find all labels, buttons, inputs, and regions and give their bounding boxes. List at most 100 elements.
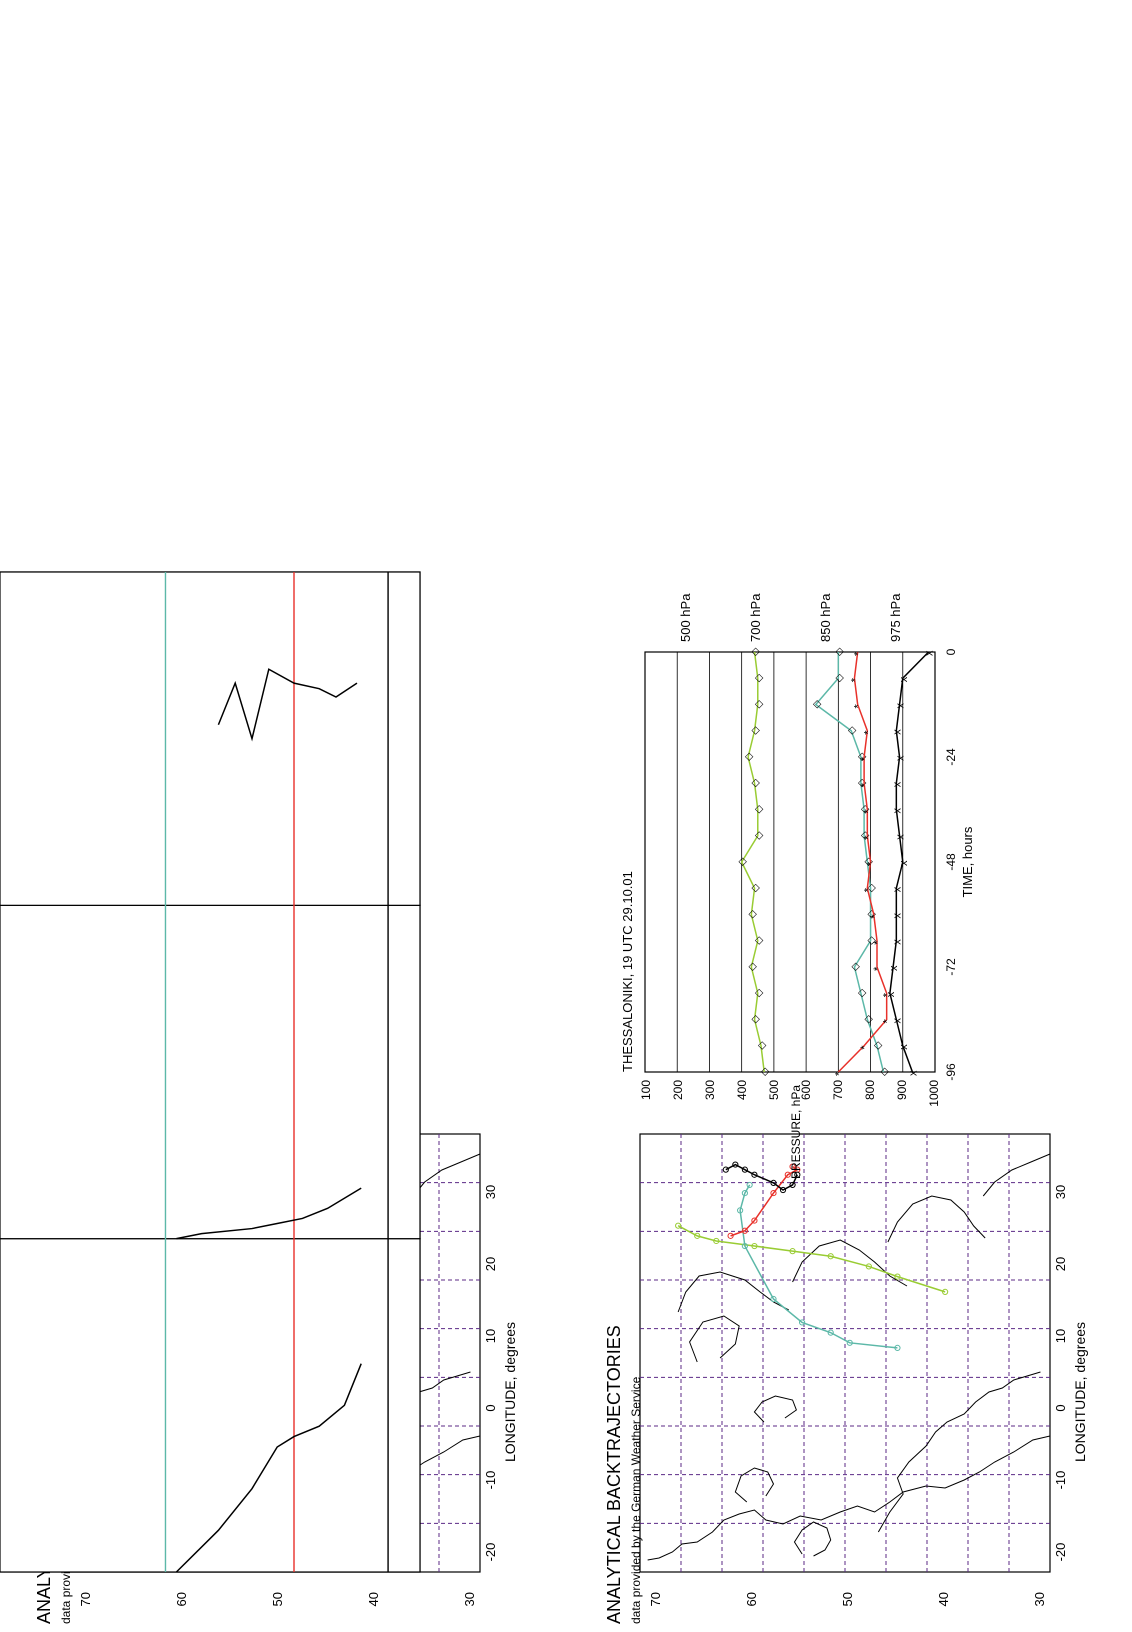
pressure-marker: ◇	[878, 1067, 890, 1076]
pressure-marker: *	[833, 1071, 845, 1076]
trajectory-marker	[694, 1232, 701, 1239]
pressure-xtick: -48	[944, 853, 958, 871]
trajectory-marker	[741, 1166, 748, 1173]
pressure-marker: x	[891, 808, 903, 814]
trajectory-marker	[713, 1237, 720, 1245]
trajectory-marker	[751, 1242, 758, 1250]
pressure-title: THESSALONIKI, 19 UTC 29.10.01	[620, 871, 635, 1072]
trajectory-marker	[770, 1189, 777, 1197]
pressure-marker: *	[862, 835, 874, 840]
map-xtick: -10	[483, 1471, 498, 1490]
pressure-ytick: 300	[703, 1080, 717, 1100]
map-xtick: -20	[483, 1543, 498, 1562]
pressure-ylabel: PRESSURE, hPa	[789, 1085, 803, 1179]
pressure-marker: *	[882, 992, 894, 997]
trajectory-marker	[741, 1227, 748, 1234]
lidar-panel-2	[0, 571, 421, 1573]
pressure-marker: ◇	[743, 752, 755, 761]
trajectory-marker	[827, 1329, 834, 1336]
trajectory-marker	[894, 1273, 901, 1280]
pressure-level-label: 700 hPa	[748, 593, 763, 642]
map-coastline	[793, 1521, 832, 1557]
pressure-series-700-hpa	[814, 652, 885, 1073]
map-ytick: 60	[174, 1592, 189, 1606]
trajectory-marker	[770, 1295, 777, 1303]
map-xtick: 10	[483, 1329, 498, 1343]
trajectory-975-hpa	[725, 1163, 799, 1191]
map-coastline	[753, 1395, 797, 1423]
map-coastline	[412, 1153, 481, 1197]
pressure-marker: x	[891, 939, 903, 945]
pressure-level-label: 975 hPa	[888, 593, 903, 642]
pressure-marker: x	[891, 781, 903, 787]
pressure-marker: ◇	[872, 1041, 884, 1050]
backscatter-profile	[176, 1187, 362, 1240]
pressure-marker: ◇	[746, 962, 758, 971]
map-xtick: 0	[483, 1404, 498, 1411]
pressure-marker: x	[907, 1070, 919, 1076]
trajectory-marker	[741, 1242, 748, 1250]
pressure-marker: ◇	[753, 936, 765, 945]
pressure-marker: ◇	[846, 726, 858, 735]
pressure-marker: x	[888, 965, 900, 971]
pressure-marker: ◇	[811, 700, 823, 709]
pressure-ytick: 400	[735, 1080, 749, 1100]
pressure-ytick: 800	[863, 1080, 877, 1100]
trajectory-marker	[789, 1163, 796, 1170]
trajectory-marker	[722, 1166, 729, 1173]
pressure-series-500-hpa	[740, 651, 765, 1073]
lidar-ratio-profile	[217, 668, 358, 742]
pressure-marker: *	[862, 730, 874, 735]
map-title: ANALYTICAL BACKTRAJECTORIES	[604, 1325, 624, 1624]
trajectory-marker	[727, 1232, 734, 1239]
pressure-marker: ◇	[856, 752, 868, 761]
pressure-xtick: -24	[944, 748, 958, 766]
extinction-profile	[175, 1363, 362, 1573]
map-ytick: 70	[648, 1592, 663, 1606]
pressure-marker: ◇	[859, 805, 871, 814]
pressure-marker: ◇	[862, 1015, 874, 1024]
map-ytick: 30	[1032, 1592, 1047, 1606]
map-xlabel: LONGITUDE, degrees	[502, 1322, 518, 1462]
map-xtick: 30	[1053, 1185, 1068, 1199]
pressure-marker: x	[891, 729, 903, 735]
pressure-marker: x	[895, 834, 907, 840]
pressure-marker: x	[898, 676, 910, 682]
map-xtick: 10	[1053, 1329, 1068, 1343]
trajectory-850-hpa	[730, 1165, 799, 1237]
trajectory-marker	[865, 1263, 872, 1270]
pressure-marker: ◇	[737, 857, 749, 866]
pressure-marker: *	[859, 756, 871, 761]
map-xtick: 0	[1053, 1404, 1068, 1411]
trajectory-marker	[751, 1171, 758, 1178]
map-panel-2	[639, 1133, 1051, 1573]
pressure-marker: ◇	[750, 726, 762, 735]
pressure-marker: ◇	[759, 1067, 771, 1076]
map-coastline	[689, 1315, 740, 1363]
pressure-ytick: 200	[671, 1080, 685, 1100]
pressure-marker: *	[862, 887, 874, 892]
pressure-marker: ◇	[866, 910, 878, 919]
pressure-series-850-hpa	[837, 651, 888, 1073]
pressure-marker: x	[924, 650, 936, 656]
map-xtick: 20	[483, 1257, 498, 1271]
pressure-ytick: 500	[767, 1080, 781, 1100]
trajectory-marker	[770, 1179, 777, 1186]
trajectory-marker	[675, 1222, 682, 1229]
pressure-frame	[644, 651, 936, 1073]
map-ytick: 50	[270, 1592, 285, 1606]
map-coastline	[982, 1153, 1051, 1197]
map-ytick: 50	[840, 1592, 855, 1606]
pressure-marker: *	[859, 1045, 871, 1050]
pressure-marker: ◇	[833, 647, 845, 656]
trajectory-marker	[751, 1217, 758, 1224]
pressure-marker: ◇	[750, 883, 762, 892]
lidar-subpanel-frame	[0, 1238, 421, 1573]
pressure-marker: ◇	[753, 700, 765, 709]
pressure-marker: *	[862, 809, 874, 814]
trajectory-marker	[794, 1171, 801, 1178]
pressure-marker: ◇	[862, 857, 874, 866]
map-coastline	[877, 1371, 1041, 1533]
